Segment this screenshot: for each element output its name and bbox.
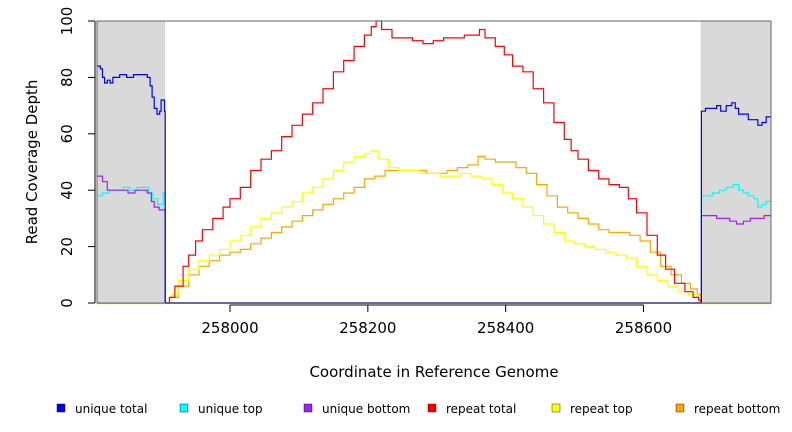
shaded-region-1: [700, 21, 771, 303]
series-repeat-top: [165, 150, 702, 304]
x-axis: 258000 258200 258400 258600: [201, 304, 672, 337]
legend-swatch-unique-total: [56, 403, 66, 413]
legend-swatch-repeat-total: [427, 403, 437, 413]
y-tick-label-5: 100: [58, 7, 76, 36]
x-tick-label-0: 258000: [201, 319, 258, 337]
series-repeat-total: [165, 20, 702, 304]
x-tick-label-1: 258200: [339, 319, 396, 337]
y-tick-label-0: 0: [58, 298, 76, 308]
series-lines: [97, 20, 771, 305]
x-tick-label-2: 258400: [477, 319, 534, 337]
legend-label-unique-total: unique total: [75, 402, 147, 416]
legend-label-unique-bottom: unique bottom: [322, 402, 410, 416]
legend-item-unique-total: unique total: [56, 402, 147, 416]
x-tick-label-3: 258600: [615, 319, 672, 337]
y-tick-label-3: 60: [58, 124, 76, 143]
legend-swatch-repeat-top: [551, 403, 561, 413]
legend-item-unique-top: unique top: [179, 402, 263, 416]
shaded-regions: [97, 21, 771, 303]
legend-label-unique-top: unique top: [198, 402, 263, 416]
y-tick-label-2: 40: [58, 181, 76, 200]
legend-item-repeat-total: repeat total: [427, 402, 516, 416]
legend-item-repeat-bottom: repeat bottom: [675, 402, 780, 416]
legend-swatch-unique-bottom: [303, 403, 313, 413]
legend-label-repeat-total: repeat total: [446, 402, 516, 416]
legend-label-repeat-bottom: repeat bottom: [694, 402, 780, 416]
shaded-region-0: [97, 21, 166, 303]
y-axis: 0 20 40 60 80 100: [58, 7, 96, 308]
series-unique-total: [97, 65, 771, 304]
legend-swatch-repeat-bottom: [675, 403, 685, 413]
series-repeat-bottom: [165, 155, 702, 304]
y-tick-label-1: 20: [58, 237, 76, 256]
legend: unique total unique top unique bottom repea…: [56, 402, 780, 416]
legend-label-repeat-top: repeat top: [570, 402, 633, 416]
legend-swatch-unique-top: [179, 403, 189, 413]
y-tick-label-4: 80: [58, 68, 76, 87]
legend-item-repeat-top: repeat top: [551, 402, 633, 416]
series-unique-top: [97, 184, 771, 304]
plot-frame: [96, 20, 772, 304]
series-unique-bottom: [97, 175, 771, 304]
x-axis-title: Coordinate in Reference Genome: [309, 363, 558, 381]
y-axis-title: Read Coverage Depth: [23, 80, 41, 245]
legend-item-unique-bottom: unique bottom: [303, 402, 410, 416]
